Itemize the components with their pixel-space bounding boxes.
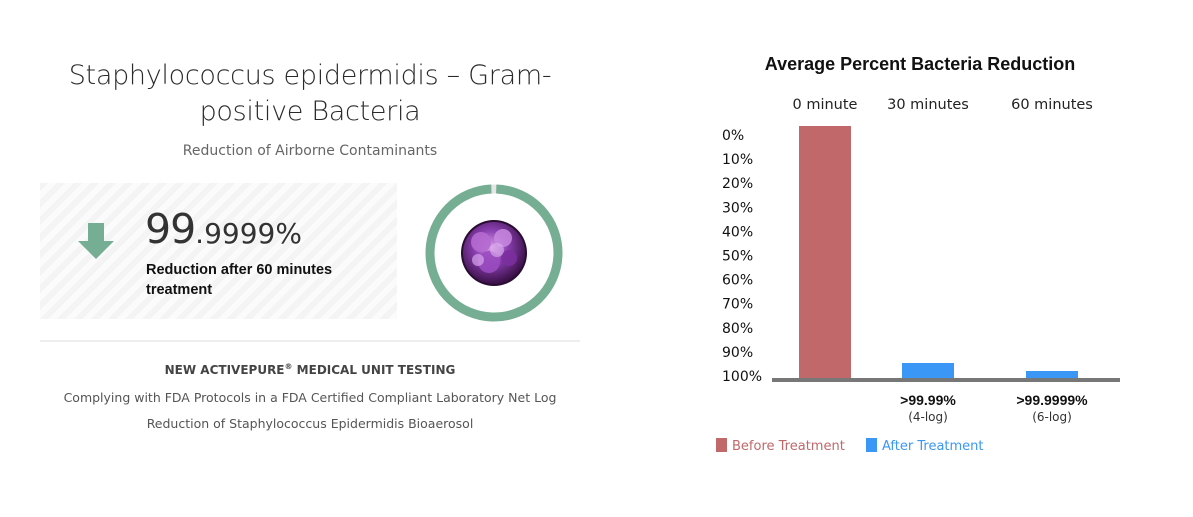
y-tick-label: 10%	[722, 152, 753, 168]
stat-main: 99	[145, 205, 196, 253]
ring-svg	[425, 184, 563, 322]
testing-title-main: NEW ACTIVEPURE	[164, 363, 285, 377]
y-tick-label: 60%	[722, 273, 753, 289]
category-label: 60 minutes	[1011, 97, 1093, 113]
bar-after-treatment	[1026, 371, 1078, 379]
legend-label: Before Treatment	[732, 439, 845, 454]
ring-fill	[425, 184, 563, 322]
x-axis-line	[772, 378, 1120, 382]
bacteria-image	[461, 220, 527, 286]
panel-title: Staphylococcus epidermidis – Gram-positi…	[68, 60, 552, 127]
testing-title-suffix: MEDICAL UNIT TESTING	[292, 363, 456, 377]
bar-log-label: (6-log)	[1032, 410, 1072, 424]
y-tick-label: 40%	[722, 224, 753, 240]
stat-value: 99.9999%	[145, 205, 302, 253]
chart-title: Average Percent Bacteria Reduction	[765, 54, 1075, 74]
divider	[40, 340, 580, 342]
registered-mark: ®	[284, 362, 293, 371]
y-tick-label: 80%	[722, 321, 753, 337]
testing-desc-text: Complying with FDA Protocols in a FDA Ce…	[63, 390, 557, 431]
bar-value-label: >99.9999%	[1016, 392, 1088, 408]
bacteria-reduction-chart: Average Percent Bacteria Reduction 0 minu…	[716, 54, 1120, 454]
testing-description: Complying with FDA Protocols in a FDA Ce…	[40, 385, 580, 437]
category-label: 0 minute	[793, 97, 858, 113]
y-tick-label: 90%	[722, 345, 753, 361]
y-tick-label: 30%	[722, 200, 753, 216]
y-tick-label: 100%	[722, 369, 762, 385]
stat-box: 99.9999% Reduction after 60 minutes trea…	[40, 183, 397, 319]
panel-subtitle: Reduction of Airborne Contaminants	[182, 143, 438, 159]
bar-before-treatment	[799, 126, 851, 379]
bar-log-label: (4-log)	[908, 410, 948, 424]
bar-value-label: >99.99%	[900, 392, 956, 408]
y-tick-label: 20%	[722, 176, 753, 192]
category-label: 30 minutes	[887, 97, 969, 113]
legend-swatch	[716, 438, 727, 452]
legend-label: After Treatment	[882, 439, 984, 454]
y-tick-label: 50%	[722, 249, 753, 265]
stat-decimal: .9999%	[195, 217, 302, 250]
legend-swatch	[866, 438, 877, 452]
arrow-down-icon	[78, 223, 114, 259]
y-tick-label: 0%	[722, 128, 744, 144]
info-panel: Staphylococcus epidermidis – Gram-positi…	[40, 0, 580, 517]
y-tick-label: 70%	[722, 297, 753, 313]
bar-after-treatment	[902, 363, 954, 379]
chart-panel: Average Percent Bacteria Reduction 0 minu…	[700, 0, 1140, 517]
stat-caption: Reduction after 60 minutes treatment	[146, 262, 333, 298]
testing-title: NEW ACTIVEPURE® MEDICAL UNIT TESTING	[40, 362, 580, 377]
progress-ring	[423, 182, 565, 324]
